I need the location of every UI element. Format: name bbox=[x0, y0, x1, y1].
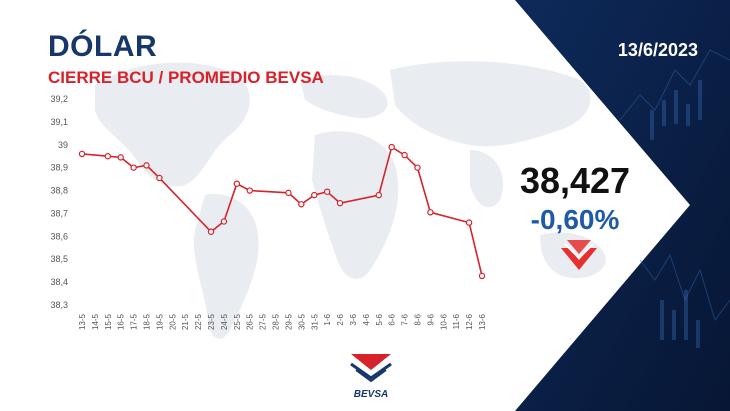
series-line bbox=[81, 145, 483, 277]
x-tick-label: 26-5 bbox=[246, 313, 255, 330]
x-tick-label: 31-5 bbox=[310, 313, 319, 330]
data-point bbox=[207, 228, 215, 235]
data-point bbox=[478, 272, 486, 280]
x-tick-label: 17-5 bbox=[130, 313, 139, 330]
x-tick-label: 24-5 bbox=[220, 313, 229, 330]
data-point bbox=[156, 174, 163, 182]
report-date: 13/6/2023 bbox=[617, 40, 698, 60]
x-tick-label: 13-6 bbox=[478, 313, 487, 330]
data-point bbox=[104, 153, 112, 160]
data-point bbox=[311, 191, 318, 199]
data-point bbox=[78, 150, 86, 158]
x-tick-label: 6-6 bbox=[388, 313, 397, 325]
rate-change-percent: -0,60% bbox=[530, 204, 620, 235]
y-tick-label: 39 bbox=[58, 140, 68, 150]
x-tick-label: 22-5 bbox=[194, 313, 203, 330]
x-tick-label: 25-5 bbox=[233, 313, 242, 330]
x-tick-label: 1-6 bbox=[323, 313, 332, 325]
page-title: DÓLAR bbox=[48, 30, 158, 63]
data-point bbox=[130, 164, 137, 171]
data-point bbox=[246, 187, 253, 194]
data-point bbox=[323, 188, 331, 195]
x-tick-label: 3-6 bbox=[349, 313, 358, 325]
y-tick-label: 38,6 bbox=[50, 231, 68, 241]
data-point bbox=[465, 219, 473, 226]
x-tick-label: 14-5 bbox=[91, 313, 100, 330]
y-tick-label: 38,9 bbox=[50, 163, 68, 173]
data-point bbox=[233, 180, 241, 187]
bevsa-logo: BEVSA bbox=[350, 354, 392, 400]
y-tick-label: 39,2 bbox=[50, 94, 68, 104]
x-tick-label: 18-5 bbox=[143, 313, 152, 330]
data-point bbox=[401, 151, 408, 159]
x-tick-label: 11-6 bbox=[452, 313, 461, 329]
page-subtitle: CIERRE BCU / PROMEDIO BEVSA bbox=[48, 68, 324, 87]
x-tick-label: 7-6 bbox=[401, 313, 410, 325]
x-tick-label: 15-5 bbox=[104, 313, 113, 330]
data-point bbox=[414, 164, 421, 171]
data-point bbox=[336, 199, 344, 207]
x-tick-label: 28-5 bbox=[272, 313, 281, 330]
current-rate-value: 38,427 bbox=[519, 160, 631, 201]
x-tick-label: 21-5 bbox=[181, 313, 190, 330]
usd-rate-line-chart: 38,3 38,4 38,5 38,6 38,7 38,8 38,9 39 39,1 39,2 13… bbox=[50, 94, 487, 330]
x-tick-label: 29-5 bbox=[284, 313, 293, 330]
y-tick-label: 38,3 bbox=[50, 300, 68, 310]
y-tick-label: 38,7 bbox=[50, 208, 68, 218]
x-tick-label: 4-6 bbox=[362, 313, 371, 325]
x-tick-label: 12-6 bbox=[465, 313, 474, 330]
x-tick-label: 5-6 bbox=[375, 313, 384, 325]
x-tick-label: 23-5 bbox=[207, 313, 216, 330]
x-tick-label: 30-5 bbox=[297, 313, 306, 330]
x-tick-label: 2-6 bbox=[336, 313, 345, 325]
data-point bbox=[143, 162, 150, 169]
y-tick-label: 38,4 bbox=[50, 277, 68, 287]
x-tick-label: 10-6 bbox=[439, 313, 448, 330]
x-tick-label: 19-5 bbox=[155, 313, 164, 330]
x-tick-label: 8-6 bbox=[413, 313, 422, 325]
data-point bbox=[220, 218, 228, 225]
data-point bbox=[285, 189, 292, 197]
y-tick-label: 38,5 bbox=[50, 254, 68, 264]
data-point bbox=[117, 154, 124, 161]
data-point bbox=[298, 201, 305, 208]
y-tick-label: 38,8 bbox=[50, 186, 68, 196]
down-arrow-icon bbox=[561, 240, 597, 270]
x-tick-label: 16-5 bbox=[117, 313, 126, 330]
data-point bbox=[375, 191, 382, 199]
x-tick-label: 20-5 bbox=[168, 313, 177, 330]
x-tick-label: 13-5 bbox=[78, 313, 87, 330]
data-point bbox=[388, 143, 395, 151]
brand-name: BEVSA bbox=[354, 389, 388, 400]
y-tick-label: 39,1 bbox=[50, 117, 68, 127]
data-point bbox=[427, 209, 434, 216]
x-tick-label: 9-6 bbox=[426, 313, 435, 325]
x-tick-label: 27-5 bbox=[259, 313, 268, 330]
